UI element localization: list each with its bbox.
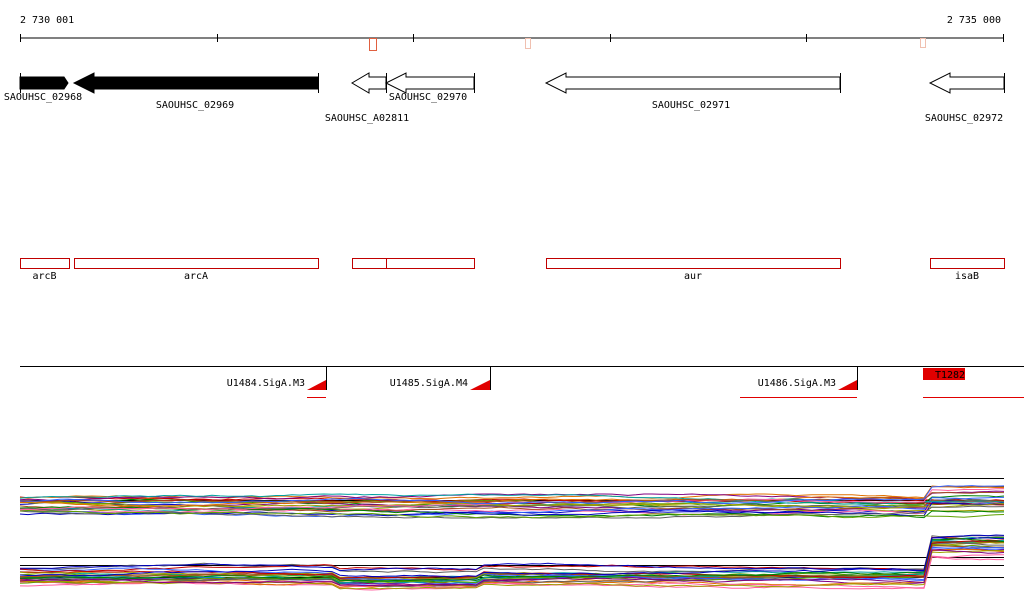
promoter-box: [923, 368, 965, 380]
feature-label: arcB: [32, 271, 56, 282]
feature-box: [386, 258, 475, 269]
gene-arrow: [72, 72, 319, 94]
promoter-label: U1485.SigA.M4: [390, 378, 468, 389]
wiggle-line: [19, 500, 1005, 516]
ruler-marks: [369, 38, 926, 51]
feature-box: [546, 258, 841, 269]
promoter-marker: [838, 380, 857, 390]
wiggle-line: [19, 534, 1005, 578]
overlap-label: T1282: [935, 370, 965, 381]
wiggle-line: [19, 505, 1005, 519]
promoter-label: U1486.SigA.M3: [758, 378, 836, 389]
wiggle-line: [19, 485, 1005, 508]
gene-arrow: [19, 76, 69, 90]
expression-tracks: [19, 478, 1005, 591]
gene-arrow: [928, 72, 1005, 94]
feature-box: [20, 258, 70, 269]
promoter-marker: [470, 380, 490, 390]
gene-label: SAOUHSC_02972: [925, 113, 1003, 124]
wiggle-line: [19, 545, 1005, 581]
ruler-ticks: [20, 34, 1004, 42]
feature-box: [352, 258, 387, 269]
wiggle-line: [19, 549, 1005, 587]
gene-label: SAOUHSC_02971: [652, 100, 730, 111]
gene-arrow: [544, 72, 841, 94]
feature-label: arcA: [184, 271, 208, 282]
feature-label: isaB: [955, 271, 979, 282]
ruler-end: 2 735 000: [947, 15, 1001, 26]
gene-label: SAOUHSC_02969: [156, 100, 234, 111]
wiggle-line: [19, 509, 1005, 519]
feature-box: [930, 258, 1005, 269]
gene-arrow: [351, 72, 387, 94]
wiggle-line: [19, 501, 1005, 510]
wiggle-line: [19, 506, 1005, 519]
wiggle-line: [19, 538, 1005, 582]
feature-box: [74, 258, 319, 269]
gene-label: SAOUHSC_02970: [389, 92, 467, 103]
promoter-label: U1484.SigA.M3: [227, 378, 305, 389]
gene-label: SAOUHSC_A02811: [325, 113, 409, 124]
wiggle-line: [19, 537, 1005, 572]
wiggle-line: [19, 548, 1005, 586]
gene-label: SAOUHSC_02968: [4, 92, 82, 103]
feature-label: aur: [684, 271, 702, 282]
gene-arrow: [384, 72, 475, 94]
wiggle-line: [19, 485, 1005, 505]
promoter-marker: [307, 380, 326, 390]
wiggle-line: [19, 546, 1005, 582]
ruler-start: 2 730 001: [20, 15, 74, 26]
